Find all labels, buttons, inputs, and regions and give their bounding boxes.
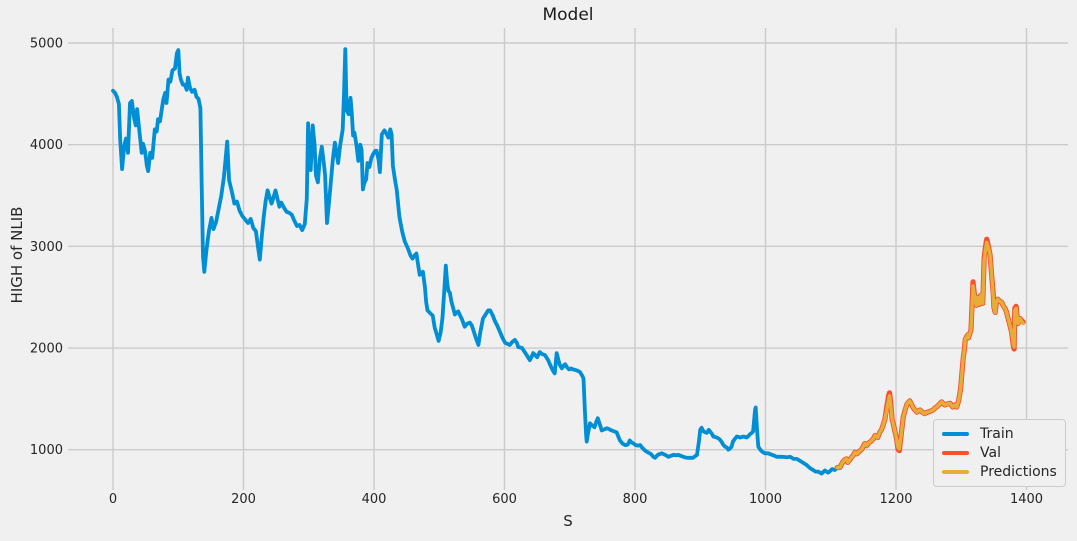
y-tick-label: 4000 [30,138,63,153]
x-tick-label: 400 [362,492,387,507]
train-line-swatch [942,431,969,436]
y-tick-label: 1000 [30,443,63,458]
train-line [111,47,840,476]
val-line-swatch [942,450,969,455]
x-tick-label: 1000 [749,492,782,507]
x-tick-label: 1200 [879,492,912,507]
x-tick-label: 200 [231,492,256,507]
legend-item-train: Train [942,424,1057,443]
legend-label-predictions: Predictions [980,464,1057,481]
gridlines [68,28,1068,490]
legend-item-predictions: Predictions [942,463,1057,482]
predictions-line [835,240,1025,470]
x-tick-label: 600 [492,492,517,507]
y-tick-label: 3000 [30,240,63,255]
x-tick-label: 800 [623,492,648,507]
x-tick-label: 0 [109,492,117,507]
legend-label-val: Val [980,444,1001,461]
chart-legend: Train Val Predictions [933,419,1066,487]
predictions-line-swatch [942,470,969,475]
y-tick-label: 5000 [30,37,63,52]
y-axis-label: HIGH of NLIB [8,206,26,304]
x-tick-label: 1400 [1010,492,1043,507]
legend-label-train: Train [980,425,1014,442]
legend-item-val: Val [942,443,1057,462]
y-tick-label: 2000 [30,342,63,357]
x-axis-label: S [563,512,573,530]
tick-labels: 0 200 400 600 800 1000 1200 1400 1000 2000 3000 400… [30,37,1043,508]
chart-title: Model [542,5,594,25]
